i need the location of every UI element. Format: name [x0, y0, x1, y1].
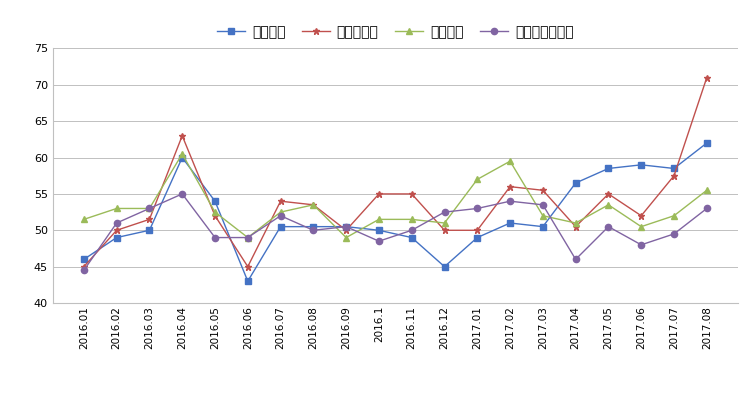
- 进口指数: [342, 235, 351, 240]
- 采购量指数: [112, 228, 121, 233]
- 进口指数: [669, 213, 678, 218]
- 生产指数: [145, 228, 154, 233]
- 原材料库存指数: [342, 224, 351, 229]
- 进口指数: [538, 213, 547, 218]
- 生产指数: [571, 181, 580, 185]
- 生产指数: [243, 279, 252, 284]
- 生产指数: [374, 228, 383, 233]
- 进口指数: [407, 217, 416, 222]
- 原材料库存指数: [145, 206, 154, 211]
- 原材料库存指数: [637, 242, 646, 247]
- 进口指数: [178, 152, 187, 156]
- 采购量指数: [243, 264, 252, 269]
- 生产指数: [276, 224, 285, 229]
- 采购量指数: [604, 191, 613, 196]
- 原材料库存指数: [211, 235, 220, 240]
- 原材料库存指数: [604, 224, 613, 229]
- 采购量指数: [637, 213, 646, 218]
- 生产指数: [473, 235, 482, 240]
- 进口指数: [112, 206, 121, 211]
- 进口指数: [243, 235, 252, 240]
- 生产指数: [309, 224, 318, 229]
- 进口指数: [145, 206, 154, 211]
- 原材料库存指数: [112, 221, 121, 225]
- 进口指数: [440, 221, 449, 225]
- 原材料库存指数: [669, 231, 678, 236]
- 原材料库存指数: [407, 228, 416, 233]
- 进口指数: [473, 177, 482, 182]
- 生产指数: [342, 224, 351, 229]
- 生产指数: [211, 199, 220, 204]
- 原材料库存指数: [243, 235, 252, 240]
- 原材料库存指数: [79, 268, 88, 273]
- 采购量指数: [571, 224, 580, 229]
- 进口指数: [571, 221, 580, 225]
- 生产指数: [637, 162, 646, 167]
- 采购量指数: [669, 173, 678, 178]
- 采购量指数: [309, 202, 318, 207]
- 进口指数: [505, 159, 514, 164]
- 采购量指数: [211, 213, 220, 218]
- 生产指数: [112, 235, 121, 240]
- 原材料库存指数: [473, 206, 482, 211]
- 原材料库存指数: [505, 199, 514, 204]
- 进口指数: [211, 210, 220, 215]
- 采购量指数: [505, 184, 514, 189]
- 采购量指数: [407, 191, 416, 196]
- 进口指数: [703, 188, 712, 193]
- 进口指数: [637, 224, 646, 229]
- 原材料库存指数: [440, 210, 449, 215]
- Line: 生产指数: 生产指数: [81, 140, 710, 284]
- 原材料库存指数: [538, 202, 547, 207]
- 原材料库存指数: [374, 239, 383, 244]
- 原材料库存指数: [309, 228, 318, 233]
- 采购量指数: [79, 264, 88, 269]
- 生产指数: [669, 166, 678, 171]
- Legend: 生产指数, 采购量指数, 进口指数, 原材料库存指数: 生产指数, 采购量指数, 进口指数, 原材料库存指数: [212, 20, 579, 45]
- 进口指数: [276, 210, 285, 215]
- 采购量指数: [178, 133, 187, 138]
- Line: 采购量指数: 采购量指数: [81, 74, 710, 270]
- 原材料库存指数: [178, 191, 187, 196]
- 生产指数: [604, 166, 613, 171]
- 采购量指数: [538, 188, 547, 193]
- 采购量指数: [440, 228, 449, 233]
- 进口指数: [79, 217, 88, 222]
- 进口指数: [309, 202, 318, 207]
- 生产指数: [505, 221, 514, 225]
- 采购量指数: [342, 228, 351, 233]
- 采购量指数: [703, 75, 712, 80]
- 生产指数: [407, 235, 416, 240]
- 采购量指数: [276, 199, 285, 204]
- 进口指数: [604, 202, 613, 207]
- 原材料库存指数: [571, 257, 580, 262]
- 采购量指数: [145, 217, 154, 222]
- 进口指数: [374, 217, 383, 222]
- 原材料库存指数: [703, 206, 712, 211]
- 生产指数: [703, 141, 712, 145]
- 生产指数: [178, 155, 187, 160]
- 生产指数: [440, 264, 449, 269]
- Line: 原材料库存指数: 原材料库存指数: [81, 191, 710, 274]
- 原材料库存指数: [276, 213, 285, 218]
- 生产指数: [79, 257, 88, 262]
- Line: 进口指数: 进口指数: [81, 151, 710, 241]
- 采购量指数: [473, 228, 482, 233]
- 生产指数: [538, 224, 547, 229]
- 采购量指数: [374, 191, 383, 196]
